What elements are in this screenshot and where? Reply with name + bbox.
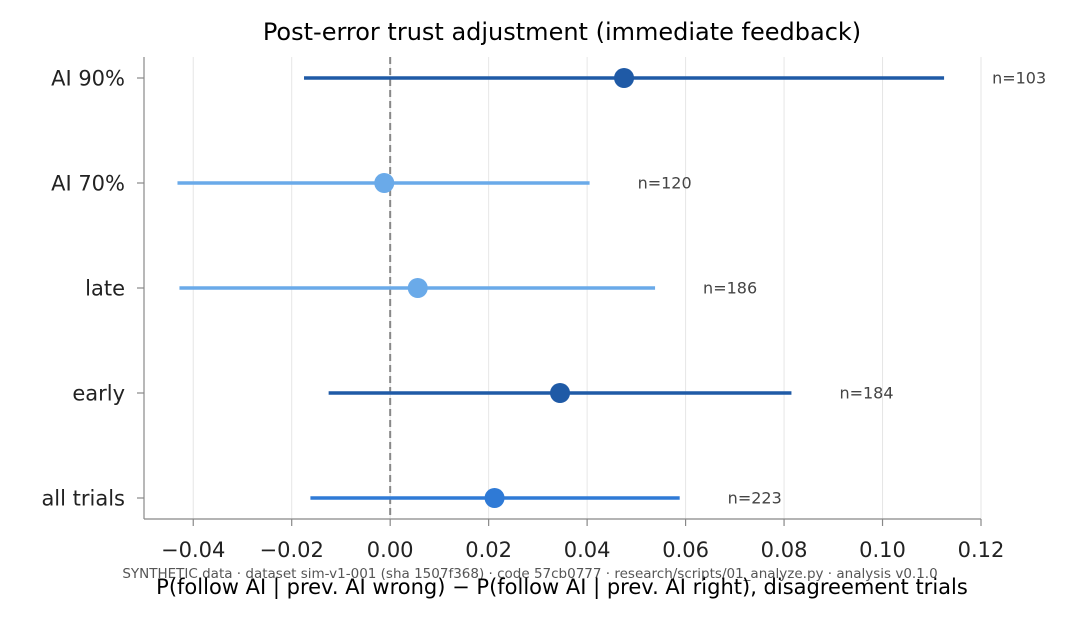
estimate-point bbox=[614, 68, 635, 88]
estimate-point bbox=[484, 488, 505, 508]
x-tick-label: 0.00 bbox=[367, 538, 414, 562]
n-label: n=223 bbox=[728, 489, 782, 508]
y-tick-label: AI 90% bbox=[51, 67, 125, 91]
x-tick-label: 0.02 bbox=[465, 538, 512, 562]
n-label: n=186 bbox=[703, 279, 757, 298]
n-label: n=120 bbox=[638, 174, 692, 193]
estimate-point bbox=[374, 173, 395, 193]
marks-layer: n=103 n=120 n=186 n=184 n=223 bbox=[177, 68, 1046, 508]
n-label: n=103 bbox=[992, 69, 1046, 88]
estimate-point bbox=[407, 278, 428, 298]
x-tick-label: 0.12 bbox=[958, 538, 1005, 562]
y-tick-label: early bbox=[72, 382, 125, 406]
chart-title: Post-error trust adjustment (immediate f… bbox=[263, 18, 861, 46]
x-tick-label: 0.04 bbox=[564, 538, 611, 562]
estimate-point bbox=[550, 383, 571, 403]
x-tick-label: 0.08 bbox=[761, 538, 808, 562]
x-tick-label: 0.06 bbox=[662, 538, 709, 562]
x-tick-label: −0.02 bbox=[260, 538, 324, 562]
x-tick-label: 0.10 bbox=[859, 538, 906, 562]
chart-footnote: SYNTHETIC data · dataset sim-v1-001 (sha… bbox=[122, 566, 937, 582]
axis-layer: −0.04 −0.02 0.00 0.02 0.04 0.06 0.08 0.10 0.12 AI… bbox=[41, 57, 1004, 562]
y-tick-label: all trials bbox=[41, 487, 125, 511]
x-tick-label: −0.04 bbox=[161, 538, 225, 562]
y-tick-label: AI 70% bbox=[51, 172, 125, 196]
y-tick-label: late bbox=[85, 277, 125, 301]
n-label: n=184 bbox=[839, 384, 893, 403]
x-axis-label: P(follow AI | prev. AI wrong) − P(follow… bbox=[156, 575, 968, 600]
